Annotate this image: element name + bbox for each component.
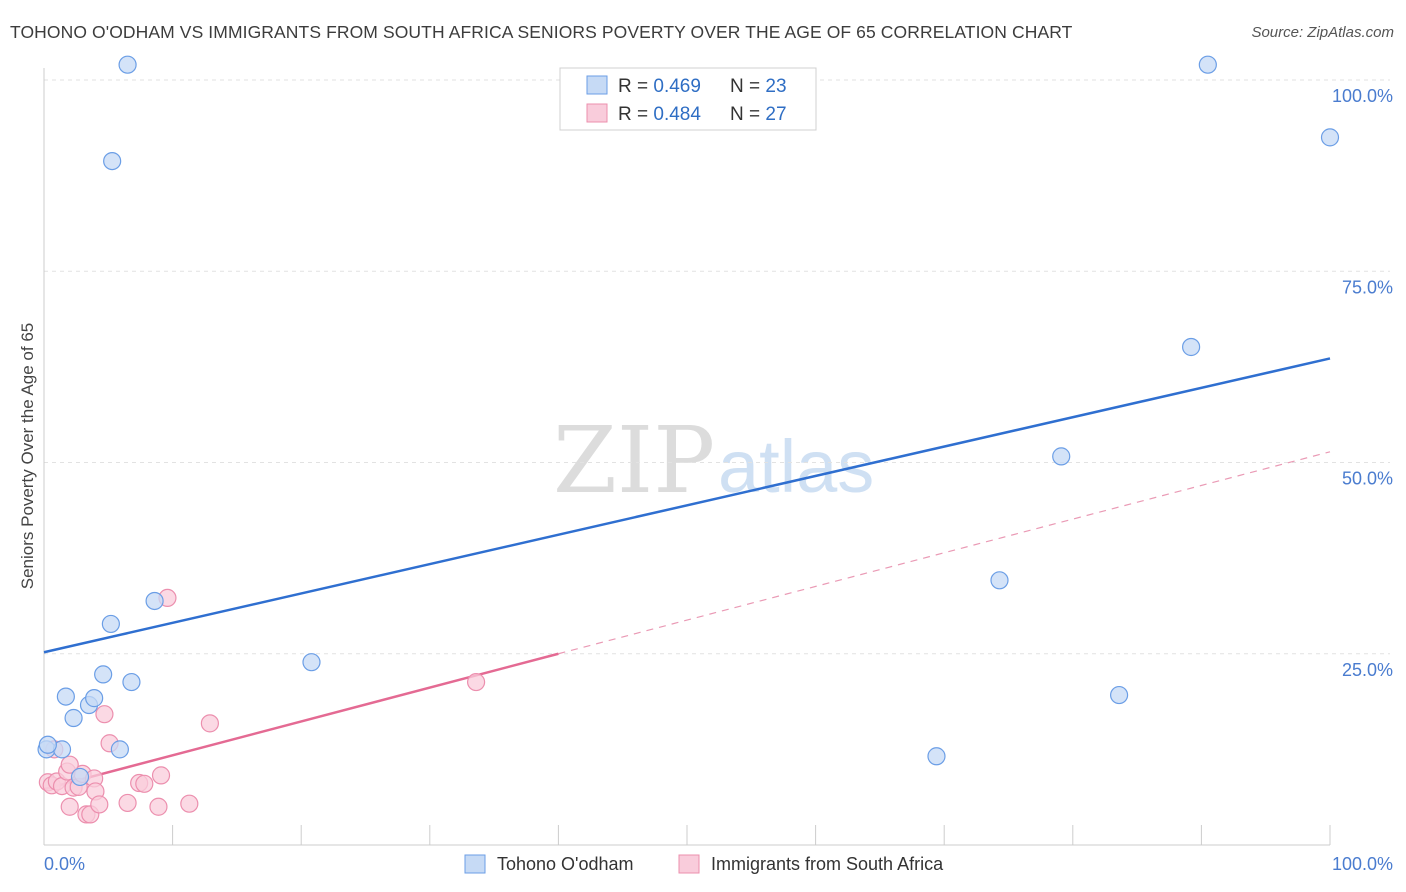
legend-box: R = 0.469 N = 23 R = 0.484 N = 27 <box>559 67 817 131</box>
tick-layer: 25.0% 50.0% 75.0% 100.0% 0.0% 100.0% <box>44 86 1393 874</box>
point-tohono-11 <box>122 672 141 692</box>
watermark-zip: ZIP <box>553 407 715 514</box>
point-tohono-8 <box>94 665 113 684</box>
point-tohono-9 <box>101 614 120 634</box>
y-tick-label-2: 75.0% <box>1342 277 1393 297</box>
point-south-africa-20 <box>151 766 171 785</box>
legend-r-label-1: R = <box>618 76 653 97</box>
point-tohono-0 <box>118 55 137 74</box>
point-tohono-7 <box>85 689 104 708</box>
grid-layer <box>43 79 1390 845</box>
watermark: ZIP atlas <box>553 407 874 514</box>
bottom-legend: Tohono O'odham Immigrants from South Afr… <box>464 854 944 874</box>
legend-n-label-1: N = <box>730 76 765 97</box>
legend-n-label-2: N = <box>730 104 765 125</box>
point-south-africa-18 <box>135 774 154 793</box>
points-layer <box>37 55 1340 824</box>
legend-swatch-tohono <box>586 75 608 95</box>
legend-row-1: R = 0.469 N = 23 <box>618 76 787 97</box>
point-tohono-13 <box>302 653 321 672</box>
bottom-legend-swatch-south-africa <box>678 854 700 874</box>
source-label: Source: ZipAtlas.com <box>1251 24 1394 41</box>
bottom-legend-swatch-tohono <box>464 854 486 874</box>
y-tick-label-3: 100.0% <box>1332 86 1393 106</box>
point-tohono-5 <box>64 708 83 728</box>
point-south-africa-5 <box>60 797 79 816</box>
point-tohono-22 <box>38 735 57 754</box>
point-south-africa-16 <box>118 793 137 813</box>
legend-r-value-2: 0.484 <box>653 104 701 125</box>
point-south-africa-21 <box>180 794 199 813</box>
point-tohono-19 <box>1182 337 1201 357</box>
point-tohono-16 <box>990 571 1009 590</box>
y-tick-label-1: 50.0% <box>1342 469 1393 489</box>
trend-line-tohono <box>43 357 1331 654</box>
x-tick-label-1: 100.0% <box>1332 854 1393 874</box>
trend-line-south-africa <box>43 652 559 791</box>
x-tick-label-0: 0.0% <box>44 854 85 874</box>
point-south-africa-24 <box>466 672 486 692</box>
trend-line-south-africa-extension <box>558 451 1331 655</box>
legend-r-value-1: 0.469 <box>653 76 701 97</box>
point-south-africa-26 <box>60 755 79 774</box>
point-south-africa-14 <box>95 705 114 724</box>
point-south-africa-19 <box>149 797 168 816</box>
point-tohono-21 <box>1320 128 1340 147</box>
point-tohono-14 <box>70 767 90 787</box>
bottom-legend-label-tohono: Tohono O'odham <box>497 854 634 874</box>
point-tohono-12 <box>145 591 164 611</box>
watermark-atlas: atlas <box>718 425 874 508</box>
y-axis-title: Seniors Poverty Over the Age of 65 <box>18 323 37 589</box>
legend-r-label-2: R = <box>618 104 653 125</box>
axis-layer <box>43 68 1330 846</box>
point-tohono-17 <box>1052 447 1071 466</box>
point-tohono-20 <box>1198 55 1217 74</box>
legend-row-2: R = 0.484 N = 27 <box>618 104 787 125</box>
bottom-legend-label-south-africa: Immigrants from South Africa <box>711 854 944 874</box>
point-tohono-1 <box>103 151 122 171</box>
legend-swatch-south-africa <box>586 103 608 123</box>
legend-n-value-1: 23 <box>765 76 786 97</box>
point-tohono-4 <box>56 687 75 706</box>
point-south-africa-13 <box>90 795 109 814</box>
point-tohono-18 <box>1109 685 1129 705</box>
point-south-africa-23 <box>200 714 219 733</box>
chart-title: TOHONO O'ODHAM VS IMMIGRANTS FROM SOUTH … <box>10 22 1073 42</box>
point-tohono-10 <box>110 740 129 759</box>
point-tohono-15 <box>927 747 946 766</box>
legend-n-value-2: 27 <box>765 104 786 125</box>
y-tick-label-0: 25.0% <box>1342 660 1393 680</box>
